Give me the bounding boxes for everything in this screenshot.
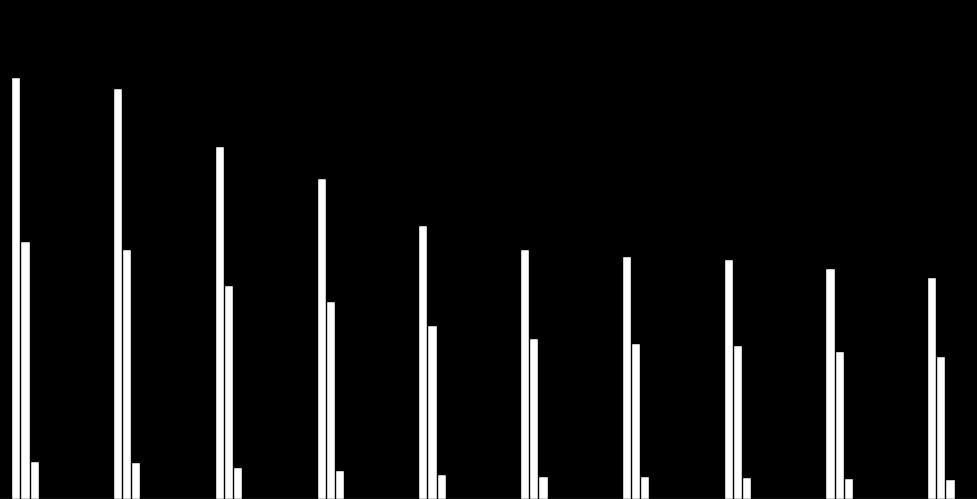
Bar <box>234 468 242 499</box>
Bar <box>30 462 39 499</box>
Bar <box>225 286 234 499</box>
Bar <box>336 471 344 499</box>
Bar <box>429 326 437 499</box>
Bar <box>12 78 21 499</box>
Bar <box>539 477 547 499</box>
Bar <box>419 226 427 499</box>
Bar <box>928 278 936 499</box>
Bar <box>438 476 446 499</box>
Bar <box>531 339 538 499</box>
Bar <box>21 242 29 499</box>
Bar <box>132 463 141 499</box>
Bar <box>123 250 131 499</box>
Bar <box>326 302 335 499</box>
Bar <box>725 260 733 499</box>
Bar <box>827 269 834 499</box>
Bar <box>521 250 530 499</box>
Bar <box>937 357 946 499</box>
Bar <box>623 257 631 499</box>
Bar <box>216 147 224 499</box>
Bar <box>845 479 853 499</box>
Bar <box>641 478 650 499</box>
Bar <box>835 352 844 499</box>
Bar <box>947 480 955 499</box>
Bar <box>743 478 751 499</box>
Bar <box>114 89 122 499</box>
Bar <box>632 344 640 499</box>
Bar <box>318 179 325 499</box>
Bar <box>734 346 742 499</box>
